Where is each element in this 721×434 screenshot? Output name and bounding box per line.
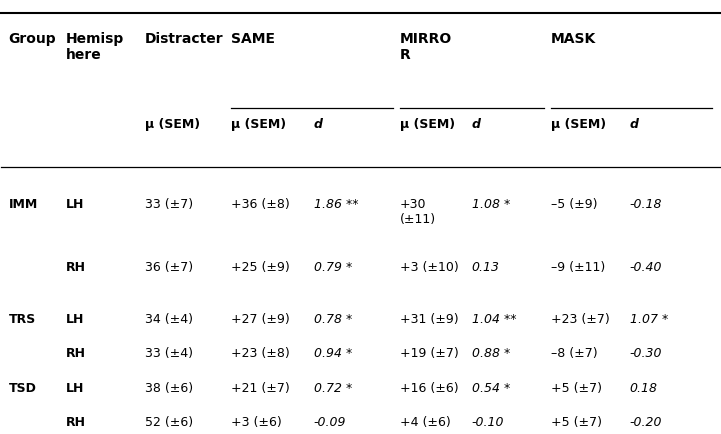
Text: SAME: SAME [231,32,275,46]
Text: 0.72 *: 0.72 * [314,381,352,394]
Text: +30
(±11): +30 (±11) [400,197,436,226]
Text: -0.30: -0.30 [630,346,663,359]
Text: +3 (±6): +3 (±6) [231,415,282,428]
Text: 0.18: 0.18 [630,381,658,394]
Text: RH: RH [66,346,86,359]
Text: -0.18: -0.18 [630,197,663,210]
Text: TSD: TSD [9,381,37,394]
Text: +23 (±7): +23 (±7) [551,312,609,325]
Text: +16 (±6): +16 (±6) [400,381,459,394]
Text: 38 (±6): 38 (±6) [145,381,193,394]
Text: +31 (±9): +31 (±9) [400,312,459,325]
Text: 0.78 *: 0.78 * [314,312,352,325]
Text: +21 (±7): +21 (±7) [231,381,290,394]
Text: μ (SEM): μ (SEM) [145,118,200,131]
Text: 1.04 **: 1.04 ** [472,312,516,325]
Text: MIRRO
R: MIRRO R [400,32,452,62]
Text: +23 (±8): +23 (±8) [231,346,290,359]
Text: –9 (±11): –9 (±11) [551,260,605,273]
Text: IMM: IMM [9,197,37,210]
Text: 52 (±6): 52 (±6) [145,415,193,428]
Text: -0.09: -0.09 [314,415,346,428]
Text: -0.40: -0.40 [630,260,663,273]
Text: RH: RH [66,415,86,428]
Text: LH: LH [66,197,84,210]
Text: 1.07 *: 1.07 * [630,312,668,325]
Text: Distracter: Distracter [145,32,224,46]
Text: μ (SEM): μ (SEM) [231,118,286,131]
Text: +5 (±7): +5 (±7) [551,381,602,394]
Text: -0.10: -0.10 [472,415,504,428]
Text: –8 (±7): –8 (±7) [551,346,598,359]
Text: 1.08 *: 1.08 * [472,197,510,210]
Text: 36 (±7): 36 (±7) [145,260,193,273]
Text: +5 (±7): +5 (±7) [551,415,602,428]
Text: 0.88 *: 0.88 * [472,346,510,359]
Text: +27 (±9): +27 (±9) [231,312,290,325]
Text: 1.86 **: 1.86 ** [314,197,358,210]
Text: μ (SEM): μ (SEM) [400,118,455,131]
Text: d: d [472,118,481,131]
Text: Hemisp
here: Hemisp here [66,32,124,62]
Text: μ (SEM): μ (SEM) [551,118,606,131]
Text: LH: LH [66,312,84,325]
Text: 0.13: 0.13 [472,260,500,273]
Text: 33 (±4): 33 (±4) [145,346,193,359]
Text: 0.54 *: 0.54 * [472,381,510,394]
Text: LH: LH [66,381,84,394]
Text: 0.79 *: 0.79 * [314,260,352,273]
Text: +19 (±7): +19 (±7) [400,346,459,359]
Text: 0.94 *: 0.94 * [314,346,352,359]
Text: +4 (±6): +4 (±6) [400,415,451,428]
Text: -0.20: -0.20 [630,415,663,428]
Text: Group: Group [9,32,56,46]
Text: 33 (±7): 33 (±7) [145,197,193,210]
Text: d: d [630,118,639,131]
Text: RH: RH [66,260,86,273]
Text: TRS: TRS [9,312,36,325]
Text: –5 (±9): –5 (±9) [551,197,597,210]
Text: +25 (±9): +25 (±9) [231,260,290,273]
Text: d: d [314,118,323,131]
Text: +36 (±8): +36 (±8) [231,197,290,210]
Text: +3 (±10): +3 (±10) [400,260,459,273]
Text: MASK: MASK [551,32,596,46]
Text: 34 (±4): 34 (±4) [145,312,193,325]
